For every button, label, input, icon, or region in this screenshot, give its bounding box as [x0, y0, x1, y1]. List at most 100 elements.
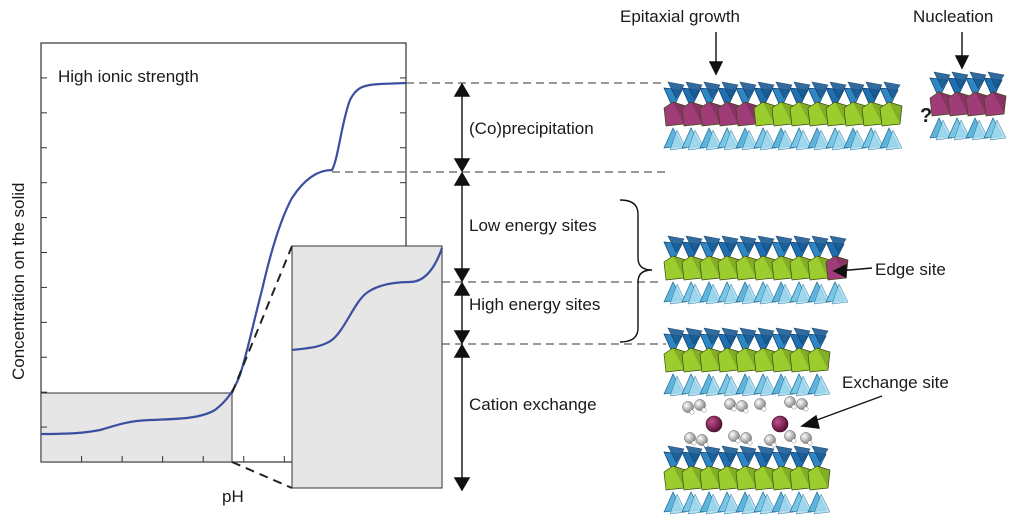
water-hydrogen — [743, 408, 749, 414]
tetrahedron — [687, 375, 705, 397]
water-hydrogen — [703, 442, 709, 448]
exchange-cation — [771, 415, 789, 433]
label-low-energy-sites: Low energy sites — [469, 216, 597, 235]
tetrahedron — [705, 129, 723, 151]
tetrahedron — [775, 81, 793, 99]
tetrahedron — [849, 129, 867, 151]
tetrahedron — [933, 71, 951, 89]
arrow-coprecipitation — [453, 82, 471, 173]
tetrahedron — [687, 129, 705, 151]
water-molecule — [740, 432, 752, 444]
tetrahedron — [759, 375, 777, 397]
arrow-epitaxial — [708, 32, 724, 76]
water-hydrogen — [735, 438, 741, 444]
clay-layer-edge — [663, 235, 849, 305]
clay-layer-nucleation — [929, 71, 1007, 141]
tetrahedron — [757, 81, 775, 99]
tetrahedron — [703, 327, 721, 345]
tetrahedron — [705, 283, 723, 305]
tetrahedron — [795, 283, 813, 305]
region-arrows — [453, 82, 471, 492]
water-molecule — [728, 430, 740, 442]
water-molecule — [724, 398, 736, 410]
zoom-connector-bottom — [231, 461, 293, 489]
water-hydrogen — [761, 406, 767, 412]
arrow-high-energy — [453, 281, 471, 345]
tetrahedron — [721, 235, 739, 253]
arrow-nucleation — [954, 32, 970, 70]
panel-title: High ionic strength — [58, 67, 199, 86]
water-molecule — [736, 400, 748, 412]
tetrahedron — [669, 283, 687, 305]
tetrahedron — [721, 81, 739, 99]
water-molecule — [796, 398, 808, 410]
tetrahedron — [813, 493, 831, 515]
tetrahedron — [777, 375, 795, 397]
label-coprecipitation: (Co)precipitation — [469, 119, 594, 138]
arrow-cation-exchange — [453, 343, 471, 492]
label-edge-site: Edge site — [875, 260, 946, 279]
label-exchange-site: Exchange site — [842, 373, 949, 392]
water-molecule — [694, 399, 706, 411]
tetrahedron — [795, 129, 813, 151]
arrow-edge-site — [832, 263, 873, 279]
water-molecule — [784, 430, 796, 442]
tetrahedron — [687, 283, 705, 305]
label-epitaxial-growth: Epitaxial growth — [620, 7, 740, 26]
label-nucleation: Nucleation — [913, 7, 993, 26]
tetrahedron — [829, 235, 847, 253]
tetrahedron — [723, 375, 741, 397]
tetrahedron — [705, 375, 723, 397]
x-axis-label: pH — [222, 487, 244, 506]
y-axis-label: Concentration on the solid — [9, 182, 28, 380]
water-hydrogen — [691, 440, 697, 446]
water-molecule — [800, 432, 812, 444]
interlayer-region — [682, 396, 813, 448]
tetrahedron — [989, 119, 1007, 141]
zoom-connector-top — [231, 245, 293, 394]
tetrahedron — [723, 129, 741, 151]
tetrahedron — [741, 493, 759, 515]
tetrahedron — [885, 129, 903, 151]
tetrahedron — [739, 445, 757, 463]
low-ph-shaded-region — [40, 392, 233, 463]
tetrahedron — [703, 445, 721, 463]
tetrahedron — [759, 283, 777, 305]
tetrahedron — [685, 81, 703, 99]
tetrahedron — [813, 129, 831, 151]
tetrahedron — [813, 375, 831, 397]
tetrahedron — [669, 375, 687, 397]
octahedron — [807, 347, 831, 373]
octahedron-shade — [993, 92, 1006, 114]
tetrahedron — [667, 81, 685, 99]
water-hydrogen — [791, 438, 797, 444]
tetrahedron — [723, 283, 741, 305]
water-hydrogen — [807, 440, 813, 446]
water-hydrogen — [701, 407, 707, 413]
tetrahedron — [739, 81, 757, 99]
clay-layer-exchange-upper — [663, 327, 831, 397]
tetrahedron — [721, 327, 739, 345]
water-molecule — [754, 398, 766, 410]
octahedron — [807, 465, 831, 491]
tetrahedron — [951, 71, 969, 89]
tetrahedron — [987, 71, 1005, 89]
zoom-inset — [291, 245, 443, 489]
tetrahedron — [759, 129, 777, 151]
tetrahedron — [685, 327, 703, 345]
tetrahedron — [953, 119, 971, 141]
region-guides — [332, 82, 666, 345]
tetrahedron — [705, 493, 723, 515]
tetrahedron — [687, 493, 705, 515]
zoom-inset-curve — [291, 247, 444, 352]
tetrahedron — [667, 235, 685, 253]
tetrahedron — [757, 235, 775, 253]
tetrahedron — [935, 119, 953, 141]
arrow-low-energy — [453, 171, 471, 283]
tetrahedron — [685, 445, 703, 463]
octahedron-shade — [889, 102, 902, 124]
tetrahedron — [739, 327, 757, 345]
octahedron — [879, 101, 903, 127]
tetrahedron — [811, 235, 829, 253]
tetrahedron — [793, 327, 811, 345]
